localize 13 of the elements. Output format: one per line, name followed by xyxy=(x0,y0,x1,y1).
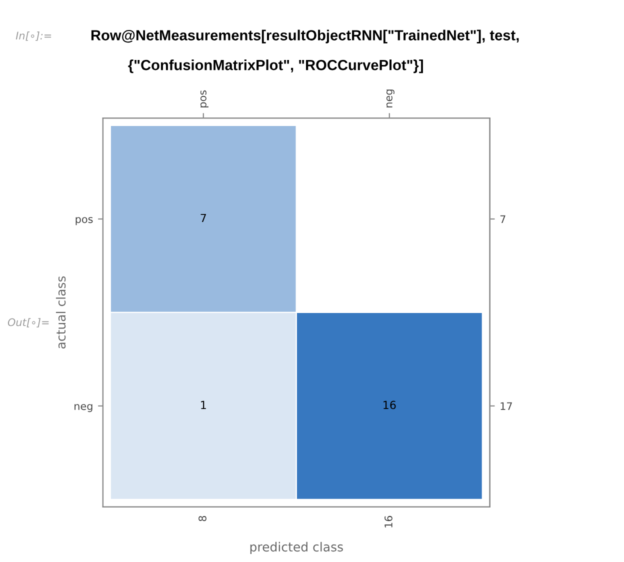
text: 16 xyxy=(384,516,392,528)
x-axis-title: predicted class xyxy=(250,542,343,554)
data-label: 7 xyxy=(200,214,206,222)
text: Out[∘]= xyxy=(8,318,49,328)
y-axis-title: actual class xyxy=(56,276,66,348)
text: Row@NetMeasurements[resultObjectRNN["TrainedNet"], test, xyxy=(91,30,519,44)
text: 8 xyxy=(198,516,206,522)
text: {"ConfusionMatrixPlot", "ROCCurvePlot"}] xyxy=(128,60,423,74)
data-label: 16 xyxy=(384,400,396,410)
data-label: 1 xyxy=(201,400,206,410)
y2-tick-label: 17 xyxy=(500,402,512,410)
text: In[∘]:= xyxy=(16,31,52,41)
y2-tick-label: 7 xyxy=(500,215,506,223)
